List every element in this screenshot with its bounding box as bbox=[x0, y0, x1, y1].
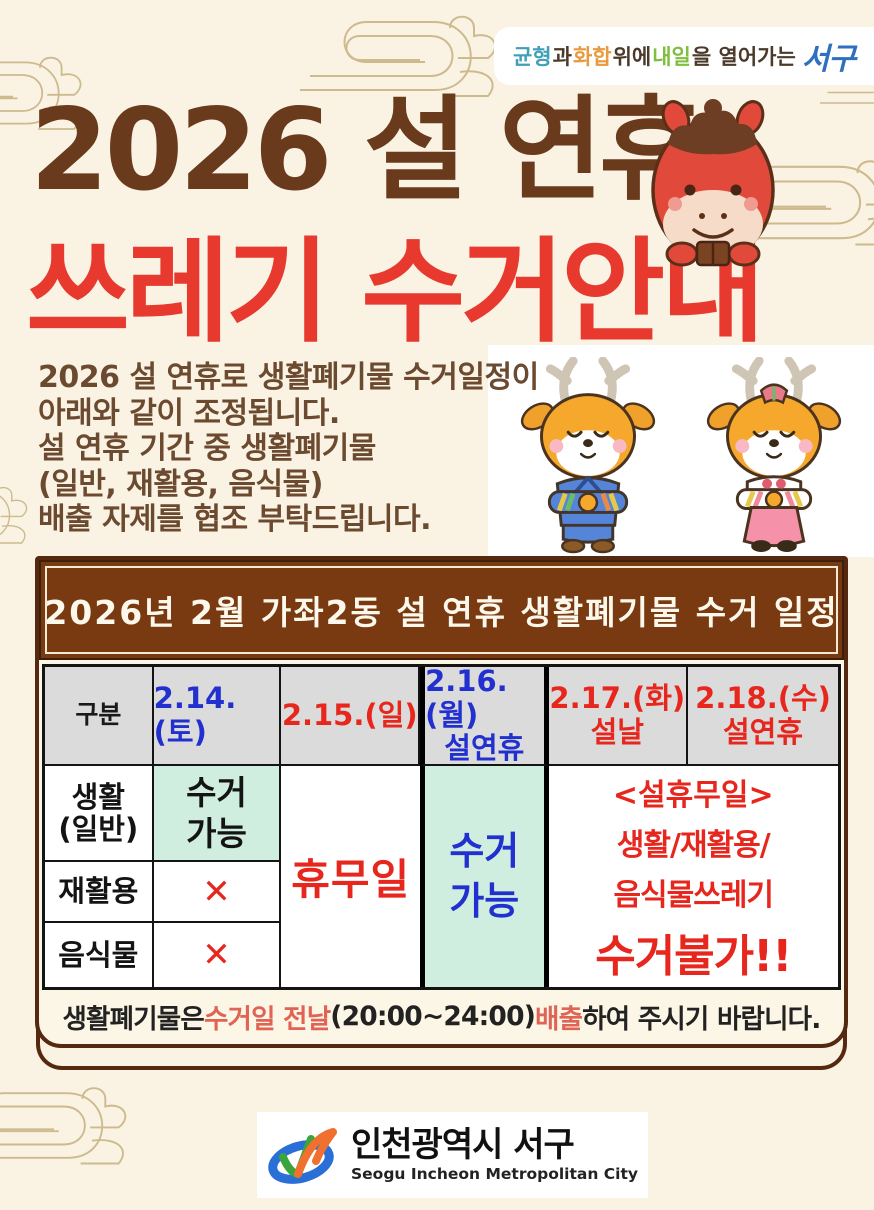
footer-texts: 인천광역시 서구 Seogu Incheon Metropolitan City bbox=[351, 1125, 638, 1183]
row-label-text: 음식물 bbox=[58, 937, 139, 972]
row-label-text: 재활용 bbox=[58, 874, 139, 909]
intro-paragraph: 2026 설 연휴로 생활폐기물 수거일정이 아래와 같이 조정됩니다. 설 연… bbox=[38, 360, 539, 538]
footer-org-box: 인천광역시 서구 Seogu Incheon Metropolitan City bbox=[257, 1112, 648, 1198]
footer-org-name-en: Seogu Incheon Metropolitan City bbox=[351, 1164, 638, 1183]
schedule-banner-title: 2026년 2월 가좌2동 설 연휴 생활폐기물 수거 일정 bbox=[44, 593, 839, 632]
header-label: 구분 bbox=[75, 700, 122, 730]
cell-text: 가능 bbox=[186, 814, 247, 853]
slogan-word-harmony: 화합 bbox=[572, 45, 612, 69]
header-cell-category: 구분 bbox=[45, 667, 154, 766]
header-cell-tue-0217: 2.17.(화) 설날 bbox=[548, 667, 689, 766]
intro-line: (일반, 재활용, 음식물) bbox=[38, 466, 323, 502]
header-label: 2.15.(일) bbox=[281, 697, 418, 732]
cell-text: 수거 bbox=[186, 772, 247, 812]
slogan-word-balance: 균형 bbox=[512, 45, 552, 69]
intro-line: 배출 자제를 협조 부탁드립니다. bbox=[38, 502, 432, 537]
note-highlight: 배출 bbox=[535, 1003, 583, 1035]
page-title-line2: 쓰레기 수거안내 bbox=[26, 226, 765, 358]
intro-line: 아래와 같이 조정됩니다. bbox=[38, 395, 340, 431]
disposal-time-note: 생활폐기물은 수거일 전날 (20:00~24:00) 배출 하여 주시기 바랍… bbox=[39, 990, 844, 1042]
header-cell-sun-0215: 2.15.(일) bbox=[281, 667, 421, 766]
schedule-board: 2026년 2월 가좌2동 설 연휴 생활폐기물 수거 일정 구분 2.14.(… bbox=[35, 556, 848, 1070]
schedule-banner: 2026년 2월 가좌2동 설 연휴 생활폐기물 수거 일정 bbox=[39, 560, 844, 660]
seogu-incheon-logo-icon bbox=[268, 1128, 337, 1184]
deer-girl-hanbok-icon bbox=[706, 357, 842, 553]
holiday-line: <설휴무일> bbox=[612, 777, 774, 813]
header-cell-wed-0218: 2.18.(수) 설연휴 bbox=[688, 667, 838, 766]
slogan-word-seogu: 서구 bbox=[801, 42, 856, 77]
header-label: 2.16.(월) bbox=[425, 664, 508, 732]
cell-sat-general-collect: 수거 가능 bbox=[153, 766, 282, 862]
note-text: (20:00~24:00) bbox=[330, 1000, 536, 1032]
x-mark: ✕ bbox=[202, 935, 231, 975]
header-cell-mon-0216: 2.16.(월) 설연휴 bbox=[420, 664, 549, 766]
header-label: 2.18.(수) bbox=[695, 681, 831, 716]
cell-holiday-no-collection: <설휴무일> 생활/재활용/ 음식물쓰레기 수거불가!! bbox=[549, 766, 838, 987]
cell-sat-recycle-x: ✕ bbox=[153, 862, 282, 923]
schedule-table: 구분 2.14.(토) 2.15.(일) 2.16.(월) 설연휴 2.17.(… bbox=[42, 664, 841, 990]
schedule-panel: 2026년 2월 가좌2동 설 연휴 생활폐기물 수거 일정 구분 2.14.(… bbox=[35, 556, 848, 1048]
cell-text: 휴무일 bbox=[291, 855, 411, 904]
cell-sun-closed: 휴무일 bbox=[281, 766, 420, 987]
slogan-word-and: 과 bbox=[552, 45, 572, 69]
slogan-ribbon: 균형 과 화합 위에 내일 을 열어가는 서구 bbox=[494, 27, 874, 85]
board-stacked-edge bbox=[36, 1012, 847, 1070]
header-sublabel: 설날 bbox=[590, 714, 644, 749]
row-label-text: 생활 bbox=[71, 779, 125, 814]
footer-org-name: 인천광역시 서구 bbox=[351, 1125, 575, 1166]
note-text: 하여 주시기 바랍니다. bbox=[582, 1003, 821, 1035]
header-label: 2.14.(토) bbox=[153, 681, 237, 749]
cell-mon-collect: 수거 가능 bbox=[420, 766, 549, 987]
header-sublabel: 설연휴 bbox=[723, 714, 804, 749]
slogan-word-upon: 위에 bbox=[612, 45, 652, 69]
note-text: 생활폐기물은 bbox=[62, 1003, 204, 1035]
cell-sat-food-x: ✕ bbox=[154, 923, 282, 987]
holiday-line: 수거불가!! bbox=[595, 930, 792, 982]
intro-line: 설 연휴 기간 중 생활폐기물 bbox=[38, 431, 376, 466]
header-label: 2.17.(화) bbox=[549, 681, 686, 716]
header-cell-sat-0214: 2.14.(토) bbox=[153, 667, 282, 766]
row-label-text: (일반) bbox=[58, 812, 139, 846]
holiday-line: 생활/재활용/ bbox=[616, 827, 771, 863]
header-sublabel: 설연휴 bbox=[444, 731, 525, 766]
page-title-line1: 2026 설 연휴 bbox=[30, 84, 703, 216]
slogan-word-tomorrow: 내일 bbox=[652, 45, 691, 69]
x-mark: ✕ bbox=[202, 871, 231, 912]
row-label-food-waste: 음식물 bbox=[45, 923, 154, 987]
deer-mascots-panel bbox=[488, 345, 874, 557]
row-label-recyclables: 재활용 bbox=[45, 862, 154, 923]
cell-text: 수거 bbox=[449, 829, 520, 874]
holiday-line: 음식물쓰레기 bbox=[613, 877, 774, 913]
cell-text: 가능 bbox=[449, 878, 520, 923]
slogan-word-opening: 을 열어가는 bbox=[691, 45, 796, 69]
intro-line: 2026 설 연휴로 생활폐기물 수거일정이 bbox=[38, 360, 539, 395]
deer-boy-hanbok-icon bbox=[520, 357, 656, 554]
row-label-general-waste: 생활 (일반) bbox=[45, 766, 154, 862]
red-horse-mascot-icon bbox=[651, 99, 775, 267]
note-highlight: 수거일 전날 bbox=[203, 1003, 331, 1035]
